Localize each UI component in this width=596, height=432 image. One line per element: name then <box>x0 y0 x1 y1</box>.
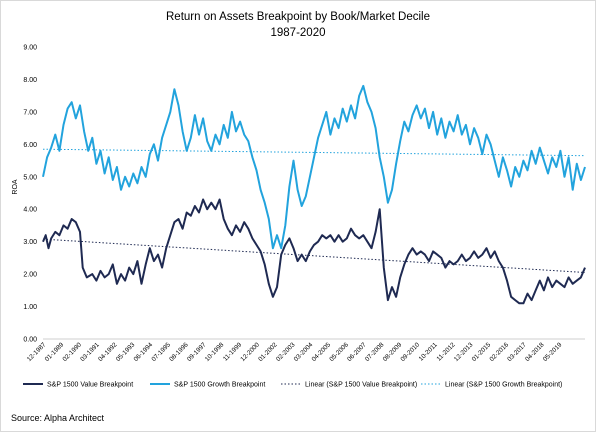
y-tick-label: 5.00 <box>23 174 37 181</box>
y-tick-label: 2.00 <box>23 272 37 279</box>
y-axis-ticks: 0.00 1.00 2.00 3.00 4.00 5.00 6.00 7.00 8.00 9.00 <box>23 45 37 344</box>
legend: S&P 1500 Value Breakpoint S&P 1500 Growth… <box>23 382 562 389</box>
chart-subtitle: 1987-2020 <box>271 27 326 39</box>
series-line-0 <box>42 198 586 305</box>
x-tick-label: 09-2010 <box>400 341 422 363</box>
x-tick-label: 05-2019 <box>542 341 564 363</box>
series-line-2 <box>42 238 586 273</box>
chart-title: Return on Assets Breakpoint by Book/Mark… <box>166 11 430 23</box>
legend-label-3: Linear (S&P 1500 Growth Breakpoint) <box>445 382 562 389</box>
y-tick-label: 0.00 <box>23 337 37 344</box>
y-tick-label: 9.00 <box>23 45 37 52</box>
legend-label-1: S&P 1500 Growth Breakpoint <box>174 382 265 389</box>
y-tick-label: 6.00 <box>23 142 37 149</box>
y-tick-label: 7.00 <box>23 109 37 116</box>
x-axis-ticks: 12-198701-198902-199003-199104-199205-19… <box>26 341 564 363</box>
y-tick-label: 1.00 <box>23 304 37 311</box>
y-tick-label: 8.00 <box>23 77 37 84</box>
y-axis-label: ROA <box>12 179 19 195</box>
series-lines <box>42 84 586 305</box>
source-note: Source: Alpha Architect <box>11 413 105 423</box>
x-tick-label: 10-1998 <box>204 341 226 363</box>
y-tick-label: 4.00 <box>23 207 37 214</box>
y-tick-label: 3.00 <box>23 239 37 246</box>
legend-label-2: Linear (S&P 1500 Value Breakpoint) <box>305 382 417 389</box>
series-line-3 <box>42 148 586 157</box>
series-line-1 <box>42 84 586 250</box>
legend-label-0: S&P 1500 Value Breakpoint <box>47 382 133 389</box>
